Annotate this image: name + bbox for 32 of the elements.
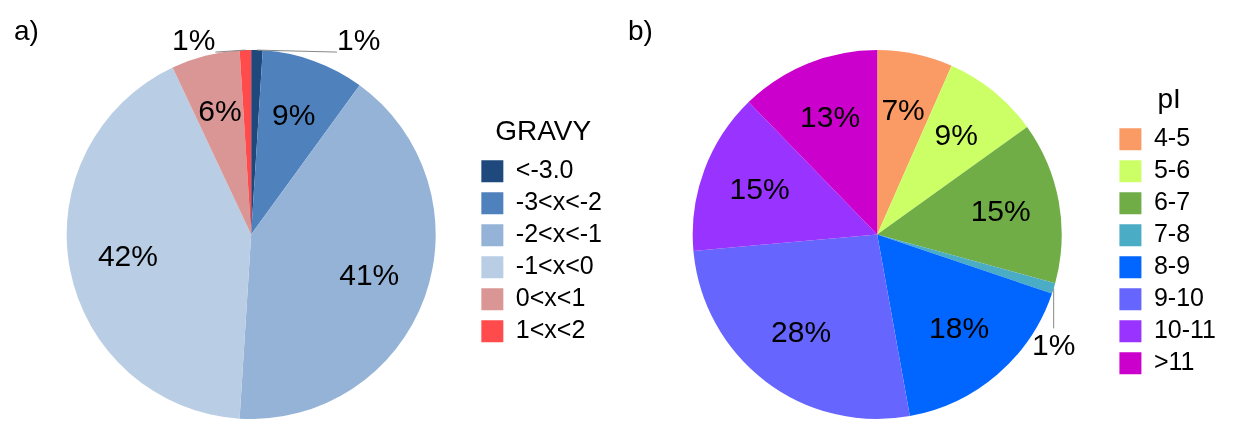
data-label: 1% <box>1031 327 1076 361</box>
data-label: 6% <box>198 94 242 128</box>
data-label: 28% <box>771 315 832 349</box>
legend-label: 5-6 <box>1153 155 1191 184</box>
data-label: 18% <box>929 310 990 344</box>
data-label: 9% <box>934 118 978 152</box>
legend-title: GRAVY <box>495 114 592 146</box>
legend-label: 1<x<2 <box>515 315 586 344</box>
legend-label: 10-11 <box>1153 315 1217 344</box>
data-label: 42% <box>97 239 158 273</box>
data-label: 1% <box>336 23 381 57</box>
data-label: 9% <box>271 97 316 131</box>
chart-title: b) <box>628 14 653 46</box>
legend-label: 4-5 <box>1153 123 1191 152</box>
legend-label: -2<x<-1 <box>515 219 603 248</box>
legend-label: 7-8 <box>1153 219 1191 248</box>
data-label: 13% <box>800 99 861 133</box>
data-label: 1% <box>172 23 216 57</box>
data-label: 41% <box>339 258 400 292</box>
legend-title: pI <box>1157 82 1181 114</box>
legend-label: <-3.0 <box>515 155 574 184</box>
legend-label: 6-7 <box>1153 187 1191 216</box>
data-label: 15% <box>970 193 1031 227</box>
legend-label: 8-9 <box>1153 251 1191 280</box>
legend-label: 9-10 <box>1153 283 1204 312</box>
data-label: 7% <box>881 93 925 126</box>
data-label: 15% <box>729 172 790 206</box>
legend-label: -1<x<0 <box>515 251 594 280</box>
chart-title: a) <box>14 14 39 46</box>
legend-label: 0<x<1 <box>515 283 586 312</box>
legend-label: -3<x<-2 <box>515 187 603 216</box>
legend-label: >11 <box>1153 347 1195 376</box>
